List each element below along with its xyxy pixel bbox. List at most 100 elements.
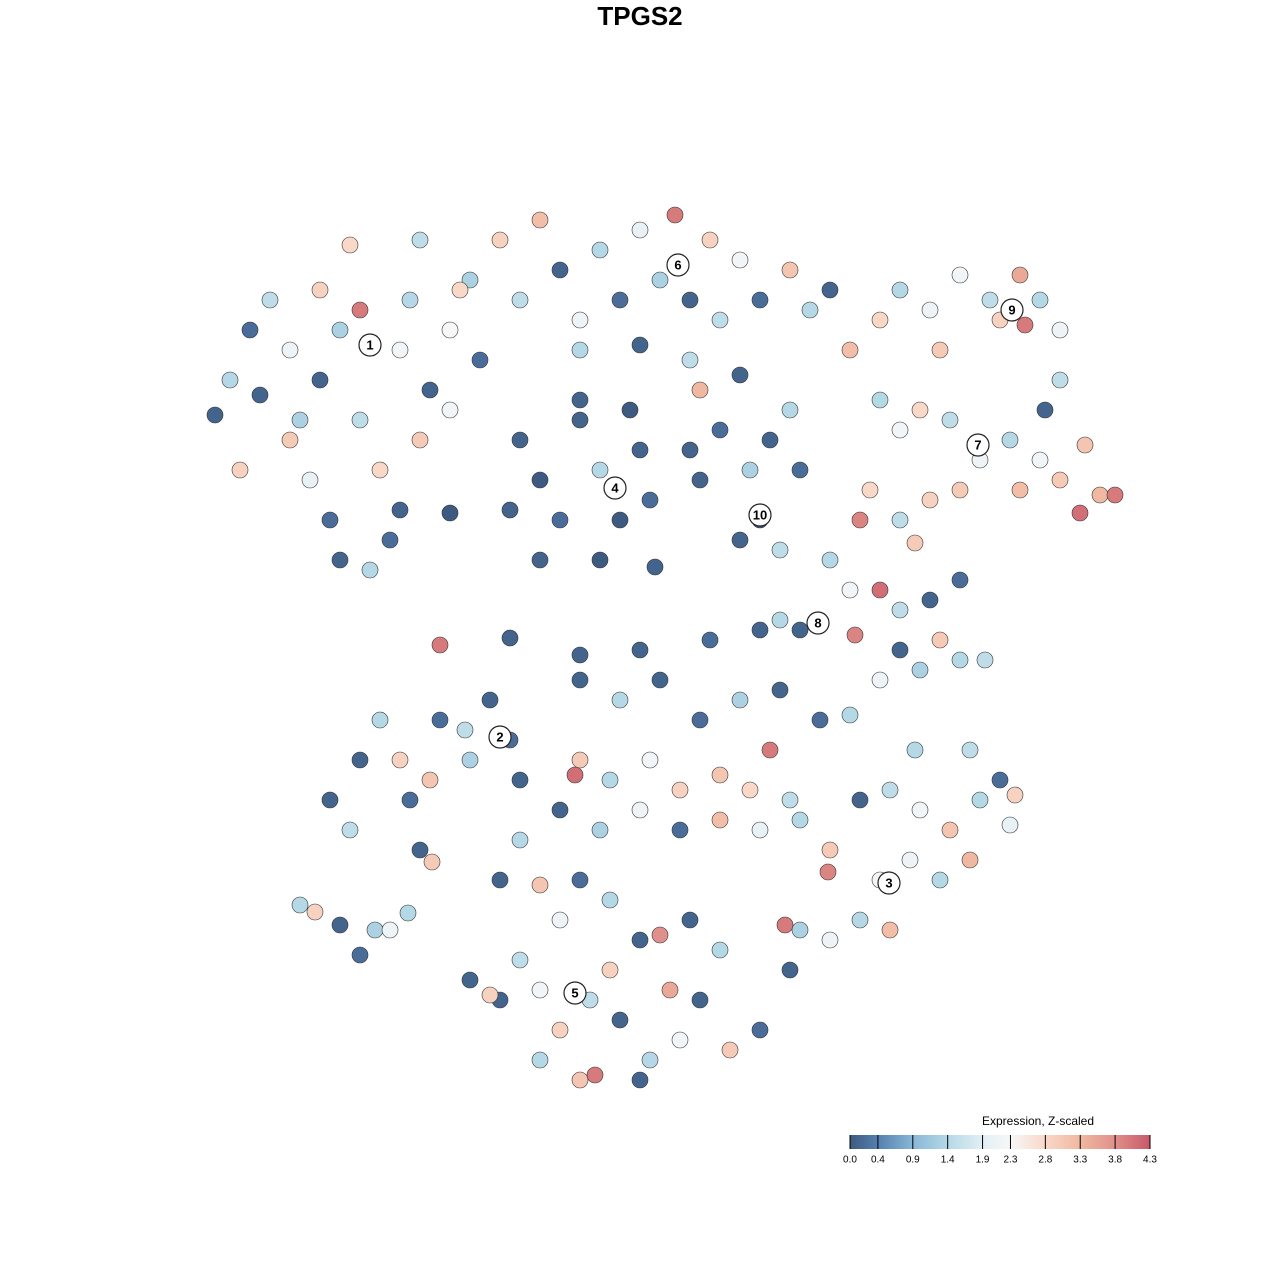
cell-point — [711, 421, 729, 439]
cell-point — [631, 641, 649, 659]
cell-point — [1051, 321, 1069, 339]
cell-point — [456, 721, 474, 739]
cell-point — [1001, 816, 1019, 834]
cluster-label: 8 — [814, 615, 821, 630]
cell-point — [451, 281, 469, 299]
cell-point — [731, 251, 749, 269]
cell-point — [341, 821, 359, 839]
cell-point — [431, 711, 449, 729]
cell-point — [551, 511, 569, 529]
cluster-label: 10 — [753, 507, 767, 522]
cell-point — [531, 981, 549, 999]
cell-point — [221, 371, 239, 389]
cell-point — [791, 461, 809, 479]
cell-point — [871, 581, 889, 599]
cell-point — [591, 461, 609, 479]
cell-point — [241, 321, 259, 339]
cell-point — [481, 691, 499, 709]
cell-point — [461, 751, 479, 769]
cell-point — [891, 511, 909, 529]
colorbar — [850, 1135, 1150, 1149]
cell-point — [641, 751, 659, 769]
cell-point — [571, 311, 589, 329]
cell-point — [821, 931, 839, 949]
cluster-label: 2 — [496, 729, 503, 744]
cell-point — [941, 821, 959, 839]
cell-point — [891, 421, 909, 439]
cell-point — [631, 931, 649, 949]
cell-point — [551, 261, 569, 279]
cell-point — [551, 801, 569, 819]
cell-point — [781, 961, 799, 979]
cell-point — [851, 511, 869, 529]
cell-point — [401, 291, 419, 309]
cell-point — [361, 561, 379, 579]
cell-point — [206, 406, 224, 424]
cell-point — [531, 1051, 549, 1069]
cell-point — [1031, 291, 1049, 309]
cluster-badge — [748, 503, 772, 527]
cell-point — [931, 871, 949, 889]
cell-point — [571, 751, 589, 769]
cell-point — [621, 401, 639, 419]
cell-point — [631, 801, 649, 819]
cell-point — [931, 631, 949, 649]
cluster-label: 7 — [974, 437, 981, 452]
cell-point — [531, 876, 549, 894]
cell-point — [411, 231, 429, 249]
cell-point — [281, 431, 299, 449]
cell-point — [571, 646, 589, 664]
chart-title: TPGS2 — [597, 1, 682, 31]
cluster-label: 5 — [571, 985, 578, 1000]
cell-point — [701, 631, 719, 649]
cell-point — [441, 401, 459, 419]
cell-point — [601, 961, 619, 979]
cluster-badge — [806, 611, 830, 635]
cell-point — [921, 591, 939, 609]
cell-point — [701, 231, 719, 249]
cluster-label: 4 — [611, 480, 619, 495]
cluster-badge — [666, 253, 690, 277]
cell-point — [891, 641, 909, 659]
cell-point — [423, 853, 441, 871]
cell-point — [851, 791, 869, 809]
cell-point — [906, 534, 924, 552]
cell-point — [371, 711, 389, 729]
cluster-badge — [358, 333, 382, 357]
cell-point — [401, 791, 419, 809]
cell-point — [566, 766, 584, 784]
cell-point — [741, 781, 759, 799]
cluster-label: 6 — [674, 257, 681, 272]
cell-point — [951, 481, 969, 499]
cell-point — [586, 1066, 604, 1084]
cell-point — [601, 771, 619, 789]
cell-point — [591, 551, 609, 569]
cell-point — [906, 741, 924, 759]
cluster-label: 1 — [366, 337, 373, 352]
cell-point — [1036, 401, 1054, 419]
cell-point — [441, 321, 459, 339]
cell-point — [571, 341, 589, 359]
cell-point — [631, 336, 649, 354]
cell-point — [911, 661, 929, 679]
cell-point — [761, 431, 779, 449]
cell-point — [751, 821, 769, 839]
cell-point — [301, 471, 319, 489]
colorbar-tick-label: 2.3 — [1004, 1155, 1018, 1166]
cell-point — [411, 841, 429, 859]
cell-point — [951, 571, 969, 589]
cell-point — [801, 301, 819, 319]
cell-point — [776, 916, 794, 934]
cell-point — [871, 671, 889, 689]
cell-point — [1076, 436, 1094, 454]
cell-point — [391, 751, 409, 769]
cell-point — [251, 386, 269, 404]
cell-point — [321, 511, 339, 529]
cell-point — [421, 381, 439, 399]
cell-point — [976, 651, 994, 669]
cell-point — [291, 411, 309, 429]
cell-point — [441, 504, 459, 522]
cell-point — [1071, 504, 1089, 522]
cell-point — [651, 271, 669, 289]
cell-point — [1051, 471, 1069, 489]
